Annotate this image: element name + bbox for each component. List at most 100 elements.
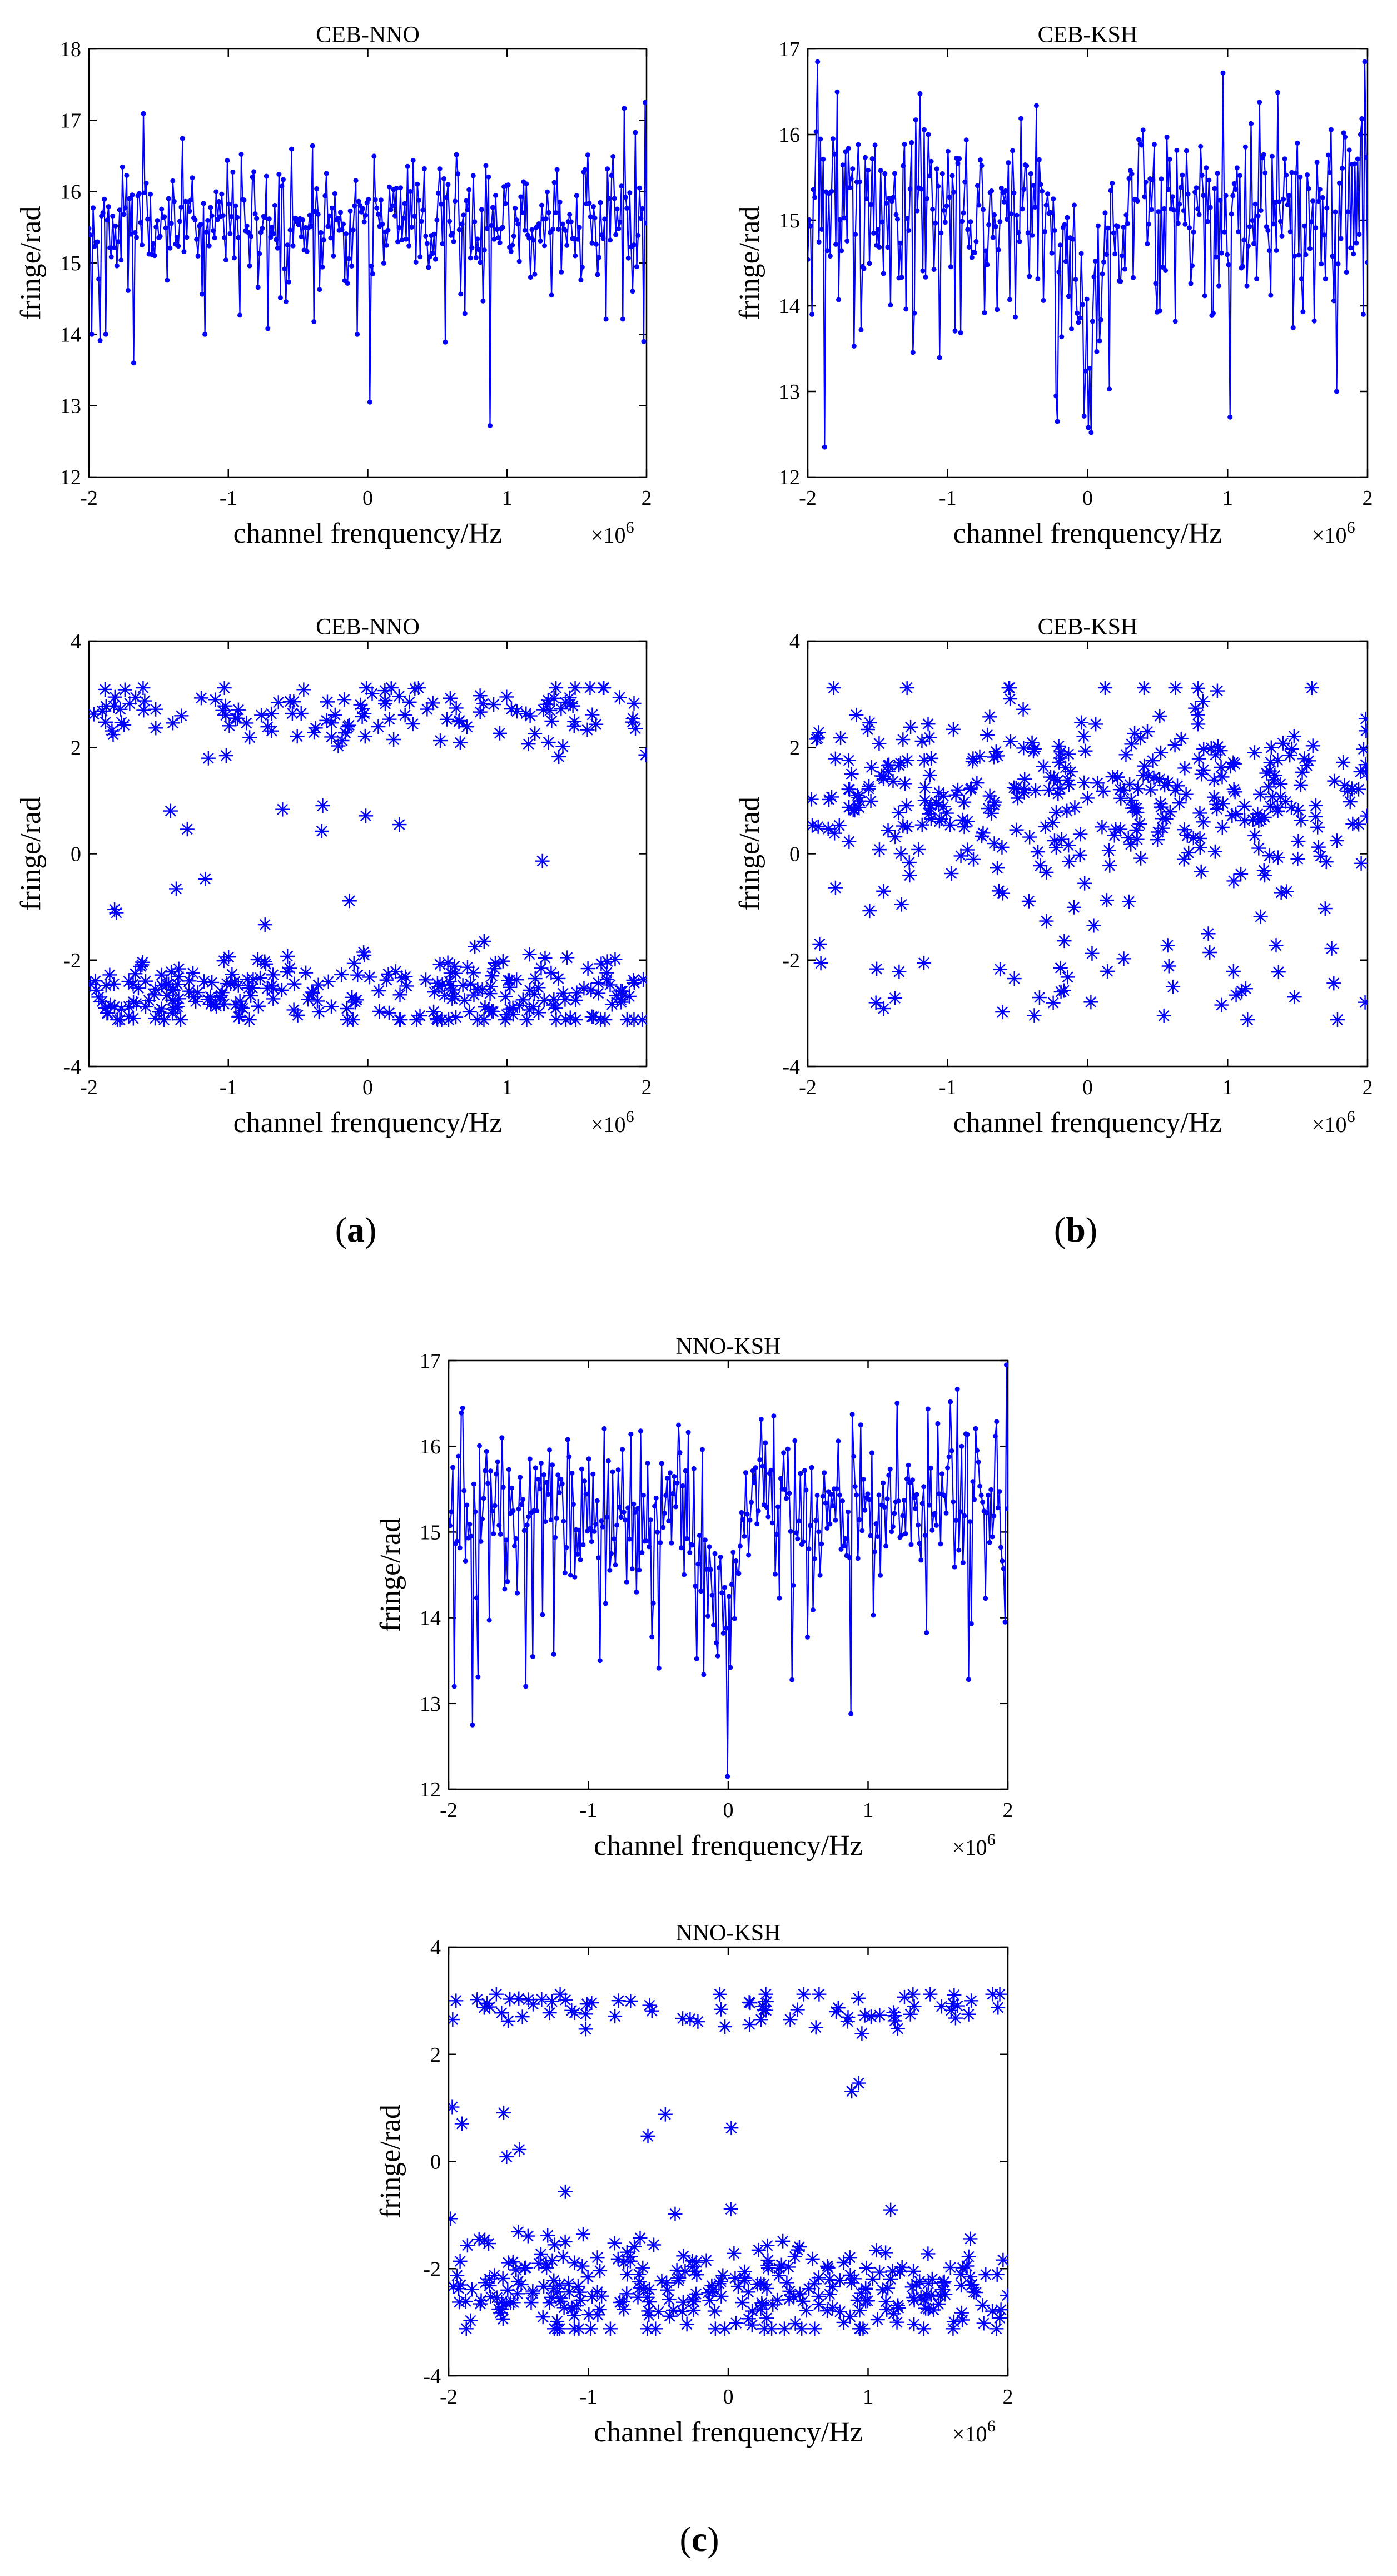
data-point [891,2298,906,2313]
data-point [260,719,275,734]
data-point [914,208,920,214]
data-point [1130,805,1145,820]
data-point [1042,229,1047,234]
data-point [970,1479,976,1485]
data-point [369,263,374,269]
data-point [1039,865,1054,880]
data-point [887,2008,902,2023]
data-point [1086,425,1091,430]
data-point [1271,221,1276,227]
x-exponent-label: ×106 [591,518,634,548]
data-point [1041,297,1046,303]
data-point [1229,807,1244,822]
x-tick-label: -1 [939,1076,957,1099]
data-point [1303,252,1309,257]
data-point [565,2301,580,2316]
data-point [499,2149,514,2164]
x-axis-label: channel frenquency/Hz [953,518,1222,549]
data-point [367,399,372,405]
data-point [1059,334,1065,340]
data-point [159,206,165,212]
data-point [764,1505,769,1510]
data-point [841,782,856,797]
data-point [1077,876,1092,891]
data-point [355,709,370,724]
data-point [308,721,323,736]
data-point [847,2271,862,2286]
data-point [522,227,528,233]
data-point [324,716,339,731]
data-point [975,2298,990,2313]
data-point [889,2315,904,2330]
data-point [809,311,815,317]
data-point [886,774,901,789]
data-point [519,1502,524,1507]
data-point [280,965,295,980]
data-point [1272,200,1277,205]
data-point [921,2246,936,2261]
data-point [1346,147,1352,153]
data-point [1285,202,1290,207]
data-point [102,196,107,202]
data-point [1088,717,1103,732]
y-tick-label: 17 [60,109,81,132]
data-point [596,681,611,695]
data-point [962,1513,967,1518]
data-point [501,2013,516,2028]
data-point [1129,171,1135,177]
data-point [198,871,213,886]
data-point [141,111,146,116]
data-point [1188,701,1203,716]
data-point [1338,236,1344,241]
data-point [563,1010,578,1025]
data-point [883,1543,889,1549]
data-point [1278,794,1293,809]
data-point [690,1542,695,1548]
data-point [632,2280,647,2295]
data-point [787,2289,802,2304]
data-point [1017,239,1022,244]
data-point [891,195,896,200]
data-point [553,1987,568,2002]
data-point [813,1518,819,1523]
data-point [656,1665,662,1671]
data-point [449,701,464,716]
data-point [837,217,843,222]
data-point [965,2277,980,2292]
data-point [1161,959,1176,974]
data-point [476,247,481,252]
data-point [120,164,125,170]
data-point [109,905,124,920]
data-point [982,310,987,316]
data-point [830,1503,836,1508]
data-point [963,782,978,797]
data-point [1066,294,1071,299]
data-point [669,2263,684,2278]
data-point [852,1484,858,1490]
data-point [148,721,163,736]
data-point [512,2142,527,2157]
data-point [1057,242,1063,248]
data-point [862,715,877,730]
data-point [1328,127,1334,132]
data-point [777,2321,792,2336]
data-point [625,714,640,729]
data-point [468,255,473,261]
data-point [639,1550,645,1555]
data-point [1088,430,1094,435]
data-point [1204,741,1219,756]
data-point [548,1517,554,1523]
data-point [531,2256,546,2271]
x-tick-label: 2 [642,1076,652,1099]
data-point [510,242,515,248]
data-point [1052,781,1067,796]
data-point [725,1774,730,1779]
data-point [310,143,315,148]
data-point [233,203,238,209]
data-point [593,1012,608,1027]
data-point [674,1480,680,1486]
data-point [594,956,609,971]
data-point [932,814,947,829]
